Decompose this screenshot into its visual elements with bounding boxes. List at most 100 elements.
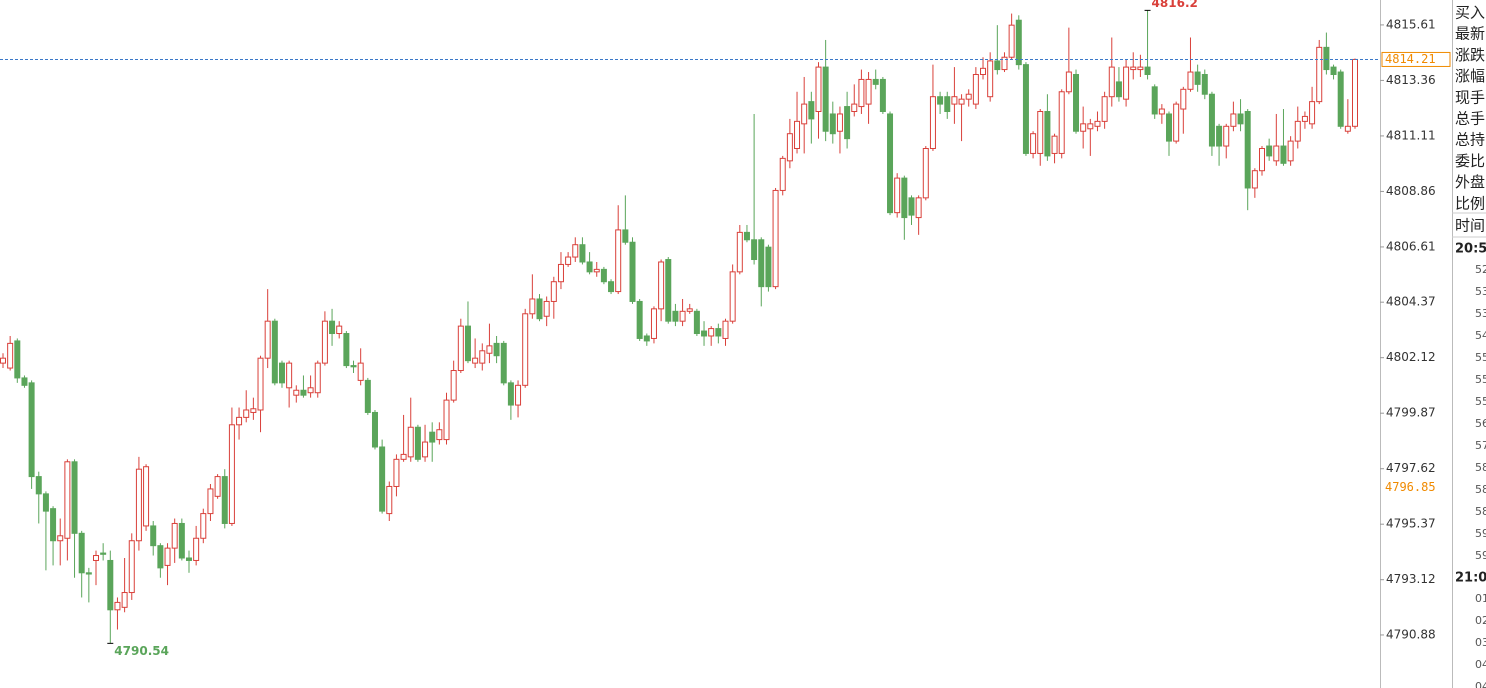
candle-body [937,96,944,105]
time-row: 01 [1475,592,1486,605]
candle-body [579,244,586,263]
candle-body [1173,103,1180,142]
panel-label: 现手 [1455,88,1485,106]
candle-body [1287,140,1294,162]
candle-body [801,103,808,125]
candle-body [572,244,579,258]
candle-body [779,157,786,191]
candle-body [865,78,872,105]
candle-body [693,310,700,335]
time-row: 02 [1475,614,1486,627]
candle-body [1309,101,1316,125]
candle-body [178,522,185,559]
candle-body [1022,64,1029,154]
candle-body [1201,73,1208,95]
candle-body [64,461,71,539]
candle-body [28,382,35,478]
candle-body [815,66,822,113]
candle-body [1115,81,1122,98]
candle-body [0,357,6,364]
candle-body [379,446,386,512]
candle-body [1151,86,1158,115]
candle-body [300,389,307,396]
candle-body [686,308,693,312]
time-row: 55 [1475,395,1486,408]
candle-body [1251,170,1258,189]
candle-body [872,78,879,85]
y-tick-label: 4806.61 [1386,239,1436,253]
candle-body [808,101,815,120]
candle-body [286,362,293,389]
candle-body [443,399,450,441]
candle-body [1008,24,1015,58]
candle-body [543,300,550,317]
candle-body [307,387,314,394]
candle-body [57,535,64,542]
candle-body [414,426,421,460]
time-row: 58 [1475,505,1486,518]
candle-body [1158,108,1165,115]
candle-body [436,429,443,441]
candle-body [1294,120,1301,142]
candle-body [321,320,328,364]
y-tick-label: 4813.36 [1386,73,1436,87]
candle-body [772,189,779,288]
candle-body [836,113,843,132]
time-row: 58 [1475,483,1486,496]
candle-body [393,458,400,487]
candle-body [1344,125,1351,132]
y-tick-label: 4802.12 [1386,350,1436,364]
candle-body [529,298,536,315]
candle-body [794,120,801,150]
candle-body [135,468,142,542]
candle-body [343,333,350,367]
candle-body [128,540,135,594]
y-tick-label: 4811.11 [1386,128,1436,142]
y-tick-label: 4808.86 [1386,184,1436,198]
candle-body [1087,123,1094,130]
candle-body [336,325,343,335]
candle-body [622,229,629,243]
candle-body [1037,111,1044,154]
candle-body [958,98,965,105]
candle-body [608,281,615,293]
candle-body [679,310,686,322]
candle-body [593,268,600,273]
candle-body [743,231,750,241]
candle-body [1058,91,1065,154]
candle-body [243,409,250,418]
candle-body [765,246,772,288]
candle-body [207,488,214,515]
candle-body [150,525,157,547]
candle-body [143,466,150,527]
candle-body [1266,145,1273,157]
y-tick-label: 4797.62 [1386,461,1436,475]
candle-body [486,345,493,354]
candle-body [479,350,486,364]
last-price-label: 4814.21 [1385,52,1436,66]
candle-body [364,379,371,413]
candle-body [271,320,278,384]
panel-label: 委比 [1455,152,1485,170]
y-tick-label: 4804.37 [1386,295,1436,309]
candle-body [371,411,378,448]
candle-body [515,384,522,406]
candle-body [1330,66,1337,75]
y-tick-label: 4790.88 [1386,627,1436,641]
candle-body [879,78,886,113]
candle-body [972,73,979,105]
candle-body [965,93,972,100]
candle-body [107,559,114,611]
panel-label: 最新 [1455,25,1485,43]
candle-body [386,485,393,515]
candle-body [701,330,708,337]
panel-label: 比例 [1455,194,1485,212]
candle-body [650,308,657,339]
candle-body [264,320,271,359]
candle-body [429,431,436,443]
candle-body [450,370,457,401]
candle-body [1137,66,1144,71]
candle-body [987,60,994,98]
